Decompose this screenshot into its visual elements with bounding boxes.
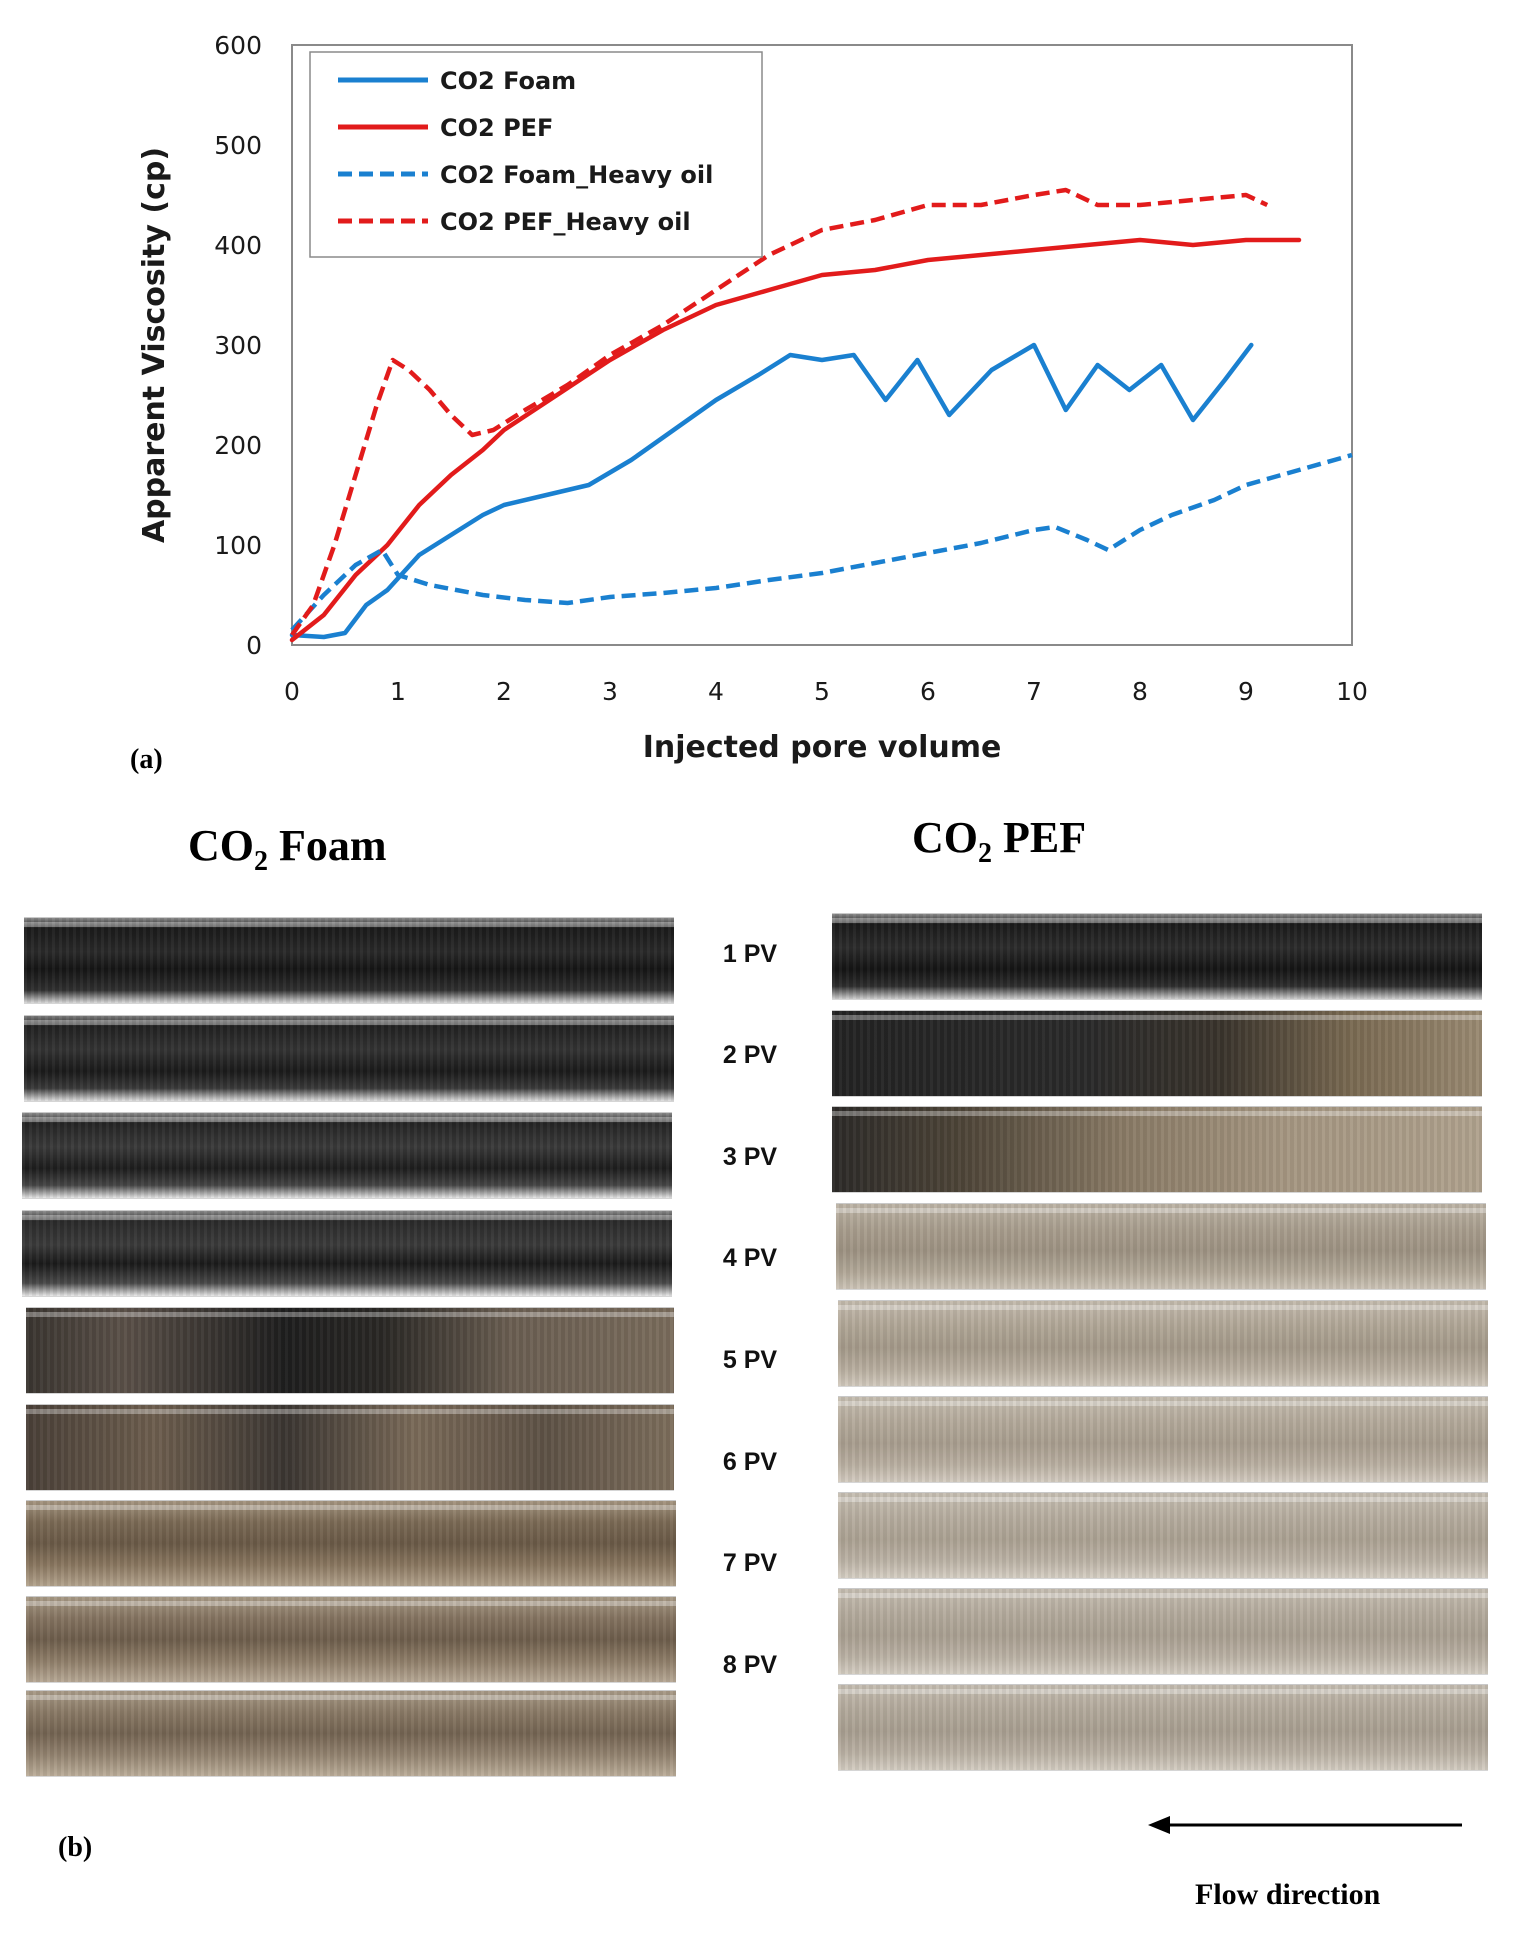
y-axis-ticks: 0 100 200 300 400 500 600 — [214, 31, 262, 660]
y-tick-label: 300 — [214, 331, 262, 360]
foam-tube-9 — [26, 1690, 676, 1777]
x-tick-label: 10 — [1336, 677, 1368, 706]
x-tick-label: 8 — [1132, 677, 1148, 706]
foam-tube-3 — [22, 1112, 672, 1199]
y-tick-label: 0 — [246, 631, 262, 660]
x-tick-label: 4 — [708, 677, 724, 706]
x-tick-label: 6 — [920, 677, 936, 706]
foam-tube-1 — [24, 917, 674, 1004]
x-tick-label: 7 — [1026, 677, 1042, 706]
foam-tube-4 — [22, 1210, 672, 1297]
x-axis-ticks: 0 1 2 3 4 5 6 7 8 9 10 — [284, 677, 1368, 706]
left-title-main: CO — [188, 821, 254, 870]
pv-label-6: 6 PV — [722, 1448, 778, 1476]
legend-label-2: CO2 Foam_Heavy oil — [440, 161, 713, 189]
foam-tube-2 — [24, 1015, 674, 1102]
pv-label-4: 4 PV — [722, 1244, 778, 1272]
flow-direction-arrow — [1148, 1816, 1462, 1834]
x-tick-label: 0 — [284, 677, 300, 706]
x-axis-title: Injected pore volume — [643, 730, 1002, 765]
pef-tube-8 — [838, 1588, 1488, 1675]
pef-tube-3 — [832, 1106, 1482, 1193]
pv-label-1: 1 PV — [722, 940, 778, 968]
foam-tube-5 — [26, 1307, 674, 1394]
foam-tube-7 — [26, 1500, 676, 1587]
flow-direction-label: Flow direction — [1195, 1878, 1381, 1911]
legend-label-1: CO2 PEF — [440, 114, 553, 142]
y-tick-label: 100 — [214, 531, 262, 560]
panel-a-label: (a) — [130, 744, 163, 775]
right-title-rest: PEF — [992, 813, 1087, 862]
left-title-sub: 2 — [254, 845, 268, 877]
foam-tube-8 — [26, 1596, 676, 1683]
y-tick-label: 500 — [214, 131, 262, 160]
pef-tube-1 — [832, 913, 1482, 1000]
panel-b-label: (b) — [58, 1832, 93, 1863]
series-line-0 — [289, 342, 1254, 640]
y-tick-label: 200 — [214, 431, 262, 460]
y-axis-title: Apparent Viscosity (cp) — [137, 147, 172, 543]
legend: CO2 Foam CO2 PEF CO2 Foam_Heavy oil CO2 PEF… — [309, 51, 763, 258]
legend-label-3: CO2 PEF_Heavy oil — [440, 208, 691, 236]
legend-label-0: CO2 Foam — [440, 67, 576, 95]
y-tick-label: 600 — [214, 31, 262, 60]
left-column-title: CO2 Foam — [188, 820, 387, 878]
pv-label-8: 8 PV — [722, 1651, 778, 1679]
series-lines — [289, 187, 1353, 643]
pef-tube-2 — [832, 1010, 1482, 1097]
x-tick-label: 3 — [602, 677, 618, 706]
pef-tube-9 — [838, 1684, 1488, 1771]
left-title-rest: Foam — [268, 821, 387, 870]
foam-tube-6 — [26, 1404, 674, 1491]
right-column-title: CO2 PEF — [912, 812, 1086, 870]
x-tick-label: 1 — [390, 677, 406, 706]
series-line-2 — [290, 452, 1353, 632]
x-tick-label: 9 — [1238, 677, 1254, 706]
pv-label-3: 3 PV — [722, 1143, 778, 1171]
pv-label-5: 5 PV — [722, 1346, 778, 1374]
x-tick-label: 5 — [814, 677, 830, 706]
plot-area — [291, 44, 1353, 646]
pv-label-7: 7 PV — [722, 1549, 778, 1577]
pef-tube-6 — [838, 1396, 1488, 1483]
pef-tube-4 — [836, 1203, 1486, 1290]
series-line-1 — [289, 237, 1302, 643]
y-tick-label: 400 — [214, 231, 262, 260]
right-title-sub: 2 — [978, 837, 992, 869]
x-tick-label: 2 — [496, 677, 512, 706]
pef-tube-7 — [838, 1492, 1488, 1579]
series-line-3 — [290, 187, 1269, 637]
viscosity-chart: 0 100 200 300 400 500 600 0 1 2 3 4 5 6 7 8 9 10 Injecte… — [137, 31, 1368, 765]
pef-tube-5 — [838, 1300, 1488, 1387]
pv-label-2: 2 PV — [722, 1041, 778, 1069]
right-title-main: CO — [912, 813, 978, 862]
